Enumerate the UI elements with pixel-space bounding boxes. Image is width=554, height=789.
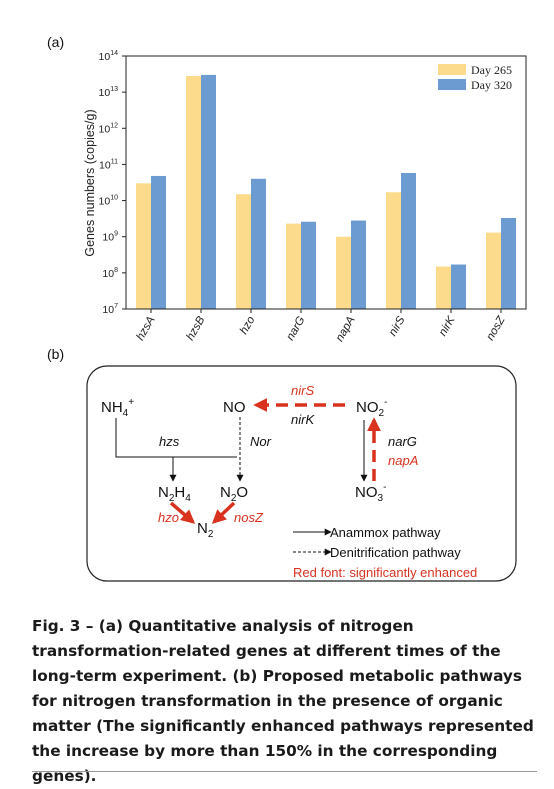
panel-b-label: (b) (47, 346, 65, 362)
figure-label: Fig. 3 – (32, 617, 94, 635)
bar-nosZ-day-265 (486, 232, 501, 309)
y-tick-label: 107 (102, 303, 118, 316)
legend-swatch (438, 79, 466, 90)
figure-caption-text: (a) Quantitative analysis of nitrogen tr… (32, 617, 534, 785)
legend-label: Day 265 (471, 63, 512, 77)
bar-napA-day-320 (351, 220, 366, 309)
bar-narG-day-320 (301, 221, 316, 309)
y-tick-label: 109 (102, 231, 118, 244)
y-tick-label: 1010 (99, 195, 119, 208)
bar-hzsA-day-265 (136, 183, 151, 309)
node-n2: N2 (197, 520, 214, 540)
y-tick-label: 1012 (99, 122, 119, 135)
y-tick-label: 1011 (99, 158, 118, 171)
label-nirk: nirK (291, 412, 315, 427)
y-tick-label: 1013 (99, 86, 119, 99)
y-axis-label: Genes numbers (copies/g) (83, 109, 97, 256)
n2o-to-n2-arrow (211, 501, 236, 524)
bars-group (136, 74, 516, 309)
y-tick-label: 108 (102, 267, 118, 280)
label-nirs: nirS (291, 383, 314, 398)
nh4-to-hzs-line (115, 418, 237, 458)
footer-divider (32, 771, 537, 772)
node-no: NO (223, 399, 246, 416)
label-nor: Nor (250, 434, 272, 449)
legend-denitrification-label: Denitrification pathway (330, 545, 461, 560)
legend-red-note: Red font: significantly enhanced (293, 565, 477, 580)
label-hzs: hzs (159, 434, 180, 449)
label-narg: narG (388, 434, 417, 449)
bar-hzo-day-320 (251, 178, 266, 309)
label-nosz: nosZ (234, 510, 264, 525)
node-nh4: NH4+ (101, 397, 134, 419)
nitrogen-pathway-diagram: NH4+ NO NO2- N2H4 N2O NO3- N2 hzs Nor ni… (86, 365, 517, 582)
legend-anammox-label: Anammox pathway (330, 525, 441, 540)
legend-swatch (438, 64, 466, 75)
label-napa: napA (388, 453, 418, 468)
figure-caption: Fig. 3 – (a) Quantitative analysis of ni… (32, 614, 537, 789)
bar-hzo-day-265 (236, 194, 251, 309)
node-n2o: N2O (220, 484, 248, 504)
node-no2: NO2- (356, 397, 387, 419)
y-ticks-group: 107 108 109 1010 1011 1012 1013 1014 (99, 50, 126, 316)
bar-hzsB-day-320 (201, 74, 216, 309)
label-hzo: hzo (158, 510, 179, 525)
bar-napA-day-265 (336, 236, 351, 309)
node-no3: NO3- (355, 482, 386, 504)
bar-nirS-day-320 (401, 172, 416, 309)
node-n2h4: N2H4 (158, 484, 191, 504)
pathway-frame (86, 365, 517, 582)
bar-nirS-day-265 (386, 192, 401, 309)
n2h4-to-n2-arrow (169, 501, 196, 524)
bar-narG-day-265 (286, 223, 301, 309)
plot-frame (125, 55, 527, 310)
y-tick-label: 1014 (99, 50, 119, 63)
bar-hzsA-day-320 (151, 175, 166, 309)
panel-a-label: (a) (47, 34, 65, 50)
bar-nirK-day-265 (436, 266, 451, 309)
legend-label: Day 320 (471, 78, 512, 92)
bar-hzsB-day-265 (186, 75, 201, 309)
bar-nosZ-day-320 (501, 217, 516, 309)
bar-nirK-day-320 (451, 264, 466, 309)
